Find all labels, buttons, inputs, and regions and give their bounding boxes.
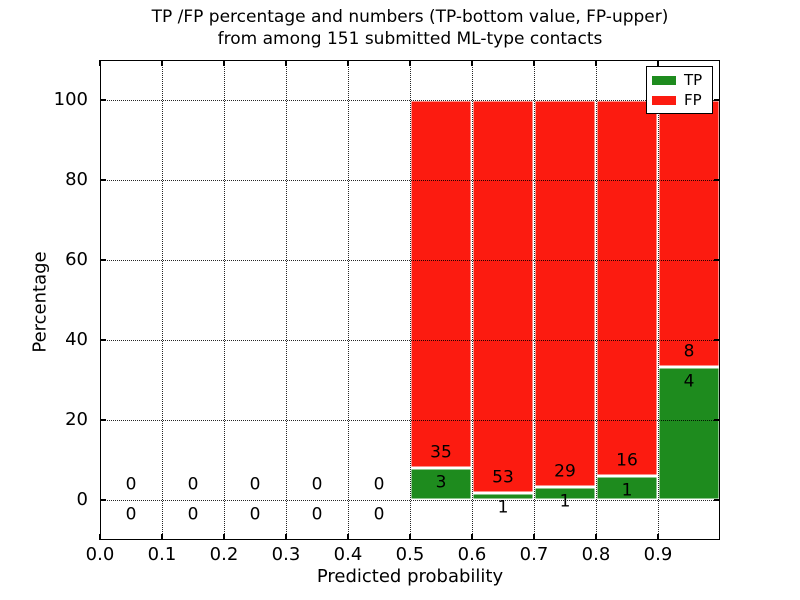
x-tick-mark: [533, 534, 535, 540]
tp-count-label: 0: [125, 504, 137, 525]
gridline-vertical: [223, 60, 225, 540]
fp-count-label: 8: [683, 341, 695, 362]
x-tick-mark: [161, 534, 163, 540]
x-axis-label: Predicted probability: [316, 566, 504, 587]
tp-count-label: 4: [683, 371, 695, 392]
x-tick-mark-top: [533, 60, 535, 66]
x-tick-label: 0.6: [457, 544, 487, 565]
legend-item-tp: TP: [652, 70, 707, 89]
y-tick-mark: [100, 499, 106, 501]
fp-count-label: 53: [492, 467, 514, 488]
bar-tp-segment: [472, 492, 534, 500]
y-tick-label: 20: [65, 409, 88, 430]
x-tick-label: 0.1: [147, 544, 177, 565]
x-tick-mark: [347, 534, 349, 540]
x-tick-mark: [223, 534, 225, 540]
gridline-vertical: [161, 60, 163, 540]
tp-count-label: 3: [435, 472, 447, 493]
fp-swatch-icon: [652, 95, 676, 105]
x-tick-label: 0.4: [333, 544, 363, 565]
tp-count-label: 0: [187, 504, 199, 525]
x-tick-label: 0.7: [519, 544, 549, 565]
fp-count-label: 0: [311, 474, 323, 495]
bar-fp-segment: [658, 100, 720, 367]
bar-fp-segment: [534, 100, 596, 487]
x-tick-mark-top: [99, 60, 101, 66]
y-tick-label: 40: [65, 329, 88, 350]
legend-label-tp: TP: [684, 70, 703, 89]
chart-title-line1: TP /FP percentage and numbers (TP-bottom…: [151, 7, 669, 27]
y-tick-mark: [100, 99, 106, 101]
tp-count-label: 1: [559, 491, 571, 512]
x-tick-mark-top: [595, 60, 597, 66]
tp-count-label: 1: [621, 480, 633, 501]
legend-label-fp: FP: [684, 90, 702, 109]
fp-count-label: 29: [554, 461, 576, 482]
x-tick-mark: [471, 534, 473, 540]
tp-count-label: 1: [497, 497, 509, 518]
y-tick-mark: [100, 179, 106, 181]
x-tick-mark-top: [471, 60, 473, 66]
gridline-vertical: [347, 60, 349, 540]
x-tick-mark-top: [223, 60, 225, 66]
x-tick-mark-top: [285, 60, 287, 66]
tp-count-label: 0: [249, 504, 261, 525]
y-tick-label: 60: [65, 249, 88, 270]
y-tick-mark: [100, 259, 106, 261]
bar-fp-segment: [472, 100, 534, 493]
x-tick-mark: [285, 534, 287, 540]
chart-title-line2: from among 151 submitted ML-type contact…: [217, 29, 603, 49]
x-tick-mark: [99, 534, 101, 540]
y-tick-label: 100: [53, 89, 88, 110]
bar-tp-segment: [410, 468, 472, 500]
fp-count-label: 0: [249, 474, 261, 495]
x-tick-label: 0.0: [85, 544, 115, 565]
bar-tp-segment: [658, 366, 720, 500]
x-tick-label: 0.8: [581, 544, 611, 565]
x-tick-label: 0.5: [395, 544, 425, 565]
fp-count-label: 35: [430, 442, 452, 463]
legend: TP FP: [646, 66, 713, 114]
fp-count-label: 0: [125, 474, 137, 495]
x-tick-mark: [409, 534, 411, 540]
bar-fp-segment: [410, 100, 472, 469]
tp-swatch-icon: [652, 75, 676, 85]
fp-count-label: 0: [187, 474, 199, 495]
tp-count-label: 0: [373, 504, 385, 525]
x-tick-mark: [595, 534, 597, 540]
fp-count-label: 16: [616, 450, 638, 471]
bar-tp-segment: [534, 486, 596, 500]
legend-item-fp: FP: [652, 90, 707, 109]
x-tick-label: 0.3: [271, 544, 301, 565]
x-tick-mark-top: [161, 60, 163, 66]
y-tick-mark: [100, 419, 106, 421]
y-tick-mark: [100, 339, 106, 341]
y-tick-label: 80: [65, 169, 88, 190]
x-tick-mark-top: [347, 60, 349, 66]
tp-count-label: 0: [311, 504, 323, 525]
bar-tp-segment: [596, 476, 658, 500]
x-tick-label: 0.9: [643, 544, 673, 565]
x-tick-mark-top: [409, 60, 411, 66]
y-tick-label: 0: [76, 489, 88, 510]
x-tick-mark: [657, 534, 659, 540]
chart-title: TP /FP percentage and numbers (TP-bottom…: [100, 6, 720, 50]
plot-area: 0 0 0 0 0 0 0 0 0 0 35 3 53 1 29 1 16 1 8 4: [99, 60, 720, 540]
bar-fp-segment: [596, 100, 658, 477]
gridline-vertical: [285, 60, 287, 540]
x-tick-label: 0.2: [209, 544, 239, 565]
fp-count-label: 0: [373, 474, 385, 495]
